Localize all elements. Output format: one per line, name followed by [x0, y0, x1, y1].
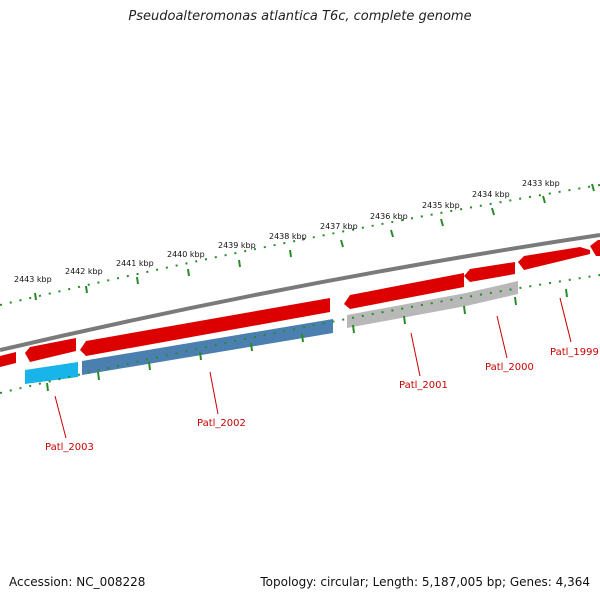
reverse-cds-bar[interactable] — [82, 319, 333, 375]
map-title: Pseudoalteromonas atlantica T6c, complet… — [128, 9, 472, 24]
kbp-label: 2443 kbp — [14, 275, 52, 284]
accession-text: Accession: NC_008228 — [9, 575, 146, 589]
genome-backbone — [0, 233, 600, 352]
forward-cds-arrow[interactable] — [0, 352, 16, 367]
inner-ruler — [0, 274, 600, 394]
genome-summary-text: Topology: circular; Length: 5,187,005 bp… — [260, 575, 590, 589]
outer-ruler — [0, 183, 600, 306]
gene-label-leaders — [54, 297, 572, 439]
reverse-cds-bar[interactable] — [466, 281, 518, 306]
reverse-strand-genes — [25, 281, 518, 384]
forward-cds-arrow[interactable] — [518, 247, 590, 270]
kbp-label: 2442 kbp — [65, 267, 103, 276]
gene-label-patl-2002[interactable]: Patl_2002 — [197, 418, 246, 429]
forward-cds-arrow[interactable] — [590, 240, 600, 256]
reverse-cds-bar[interactable] — [25, 362, 78, 384]
kbp-label: 2433 kbp — [522, 179, 560, 188]
forward-strand-genes — [0, 240, 600, 367]
kbp-label: 2438 kbp — [269, 232, 307, 241]
forward-cds-arrow[interactable] — [80, 298, 330, 356]
forward-cds-arrow[interactable] — [25, 338, 76, 362]
gene-label-patl-1999[interactable]: Patl_1999 — [550, 347, 599, 358]
kbp-label: 2434 kbp — [472, 190, 510, 199]
kbp-label: 2440 kbp — [167, 250, 205, 259]
forward-cds-arrow[interactable] — [344, 273, 464, 309]
gene-labels: Patl_1999 Patl_2000 Patl_2001 Patl_2002 … — [45, 347, 599, 453]
kbp-label: 2441 kbp — [116, 259, 154, 268]
kbp-label: 2435 kbp — [422, 201, 460, 210]
kbp-labels: 2433 kbp 2434 kbp 2435 kbp 2436 kbp 2437… — [14, 179, 560, 284]
kbp-label: 2437 kbp — [320, 222, 358, 231]
forward-cds-arrow[interactable] — [464, 262, 515, 282]
gene-label-patl-2001[interactable]: Patl_2001 — [399, 380, 448, 391]
kbp-label: 2439 kbp — [218, 241, 256, 250]
reverse-cds-bar[interactable] — [347, 293, 466, 328]
gene-label-patl-2000[interactable]: Patl_2000 — [485, 362, 534, 373]
gene-label-patl-2003[interactable]: Patl_2003 — [45, 442, 94, 453]
kbp-label: 2436 kbp — [370, 212, 408, 221]
